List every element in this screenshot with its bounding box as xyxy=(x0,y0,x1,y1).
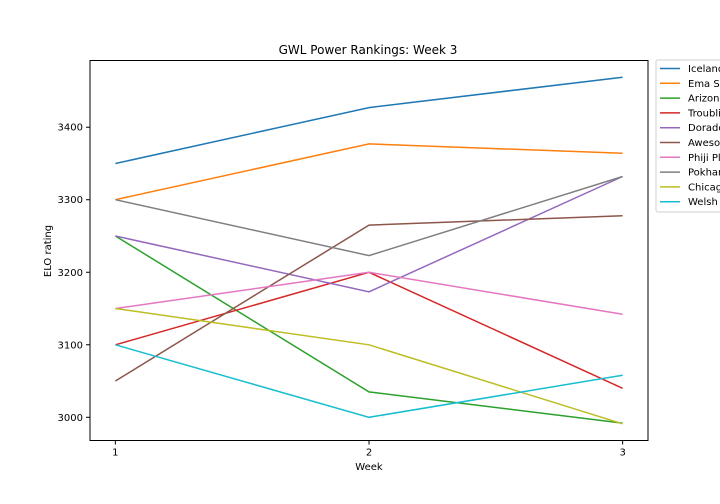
x-tick-label: 3 xyxy=(619,448,625,459)
series-line-9 xyxy=(115,307,623,425)
legend-item: Arizon xyxy=(660,94,719,105)
legend-item: Iceland xyxy=(660,64,720,75)
legend-item: Welsh xyxy=(660,197,718,208)
series-line-2 xyxy=(115,143,623,201)
series-line-7 xyxy=(115,271,623,316)
legend-label: Welsh xyxy=(688,197,718,208)
x-tick-label: 1 xyxy=(112,448,118,459)
legend-label: Dorado xyxy=(688,123,720,134)
series-line-10 xyxy=(115,344,623,419)
y-tick-label: 3300 xyxy=(58,195,83,206)
legend-item: Ema S xyxy=(660,79,720,90)
legend-label: Aweso xyxy=(688,138,720,149)
series-line-3 xyxy=(115,235,623,424)
legend-item: Pokhar xyxy=(660,168,720,179)
y-axis: 3000 3100 3200 3300 3400 xyxy=(58,123,90,424)
legend-label: Pokhar xyxy=(688,168,720,179)
legend-label: Troubli xyxy=(687,108,720,119)
x-axis-label: Week xyxy=(355,462,383,473)
plot-frame xyxy=(89,60,649,441)
y-tick-label: 3400 xyxy=(58,123,83,134)
legend-label: Chicag xyxy=(688,182,720,193)
legend-item: Chicag xyxy=(660,182,720,193)
y-tick-label: 3100 xyxy=(58,340,83,351)
series-layer xyxy=(115,76,623,425)
series-line-1 xyxy=(115,76,623,165)
y-tick-label: 3000 xyxy=(58,413,83,424)
legend-label: Arizon xyxy=(688,94,719,105)
legend-item: Aweso xyxy=(660,138,720,149)
y-tick-label: 3200 xyxy=(58,268,83,279)
x-tick-label: 2 xyxy=(366,448,372,459)
chart-title: GWL Power Rankings: Week 3 xyxy=(279,43,458,57)
legend-label: Phiji Pl xyxy=(688,153,720,164)
legend-item: Dorado xyxy=(660,123,720,134)
series-line-5 xyxy=(115,175,623,293)
legend: Iceland Ema S Arizon Troubli Dorado Aweso Phij… xyxy=(655,59,720,213)
plot-area xyxy=(89,60,649,441)
series-line-8 xyxy=(115,175,623,257)
y-axis-label: ELO rating xyxy=(43,225,54,277)
legend-label: Ema S xyxy=(688,79,720,90)
legend-item: Phiji Pl xyxy=(660,153,720,164)
series-line-4 xyxy=(115,271,623,389)
series-line-6 xyxy=(115,214,623,382)
x-axis: 1 2 3 xyxy=(112,440,626,459)
legend-label: Iceland xyxy=(688,64,720,75)
legend-item: Troubli xyxy=(660,108,720,119)
